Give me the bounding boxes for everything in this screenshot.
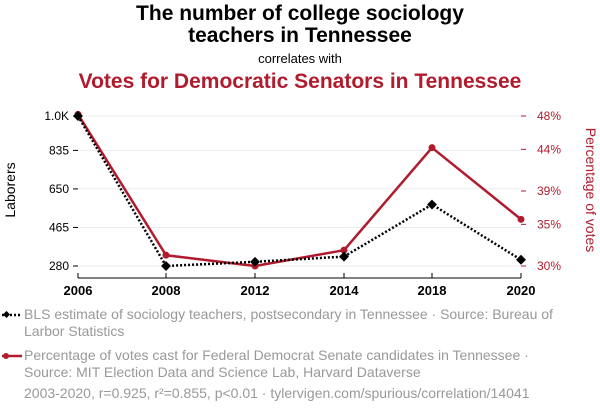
connector-text: correlates with: [258, 51, 342, 66]
x-tick-label: 2020: [507, 283, 536, 298]
series-sociology-teachers-point: [161, 261, 171, 271]
legend-item-sociology-teachers: BLS estimate of sociology teachers, post…: [2, 306, 564, 340]
series-sociology-teachers-point: [339, 251, 349, 262]
series-layer: [73, 110, 526, 271]
series-democratic-votes-line: [76, 113, 522, 268]
series-sociology-teachers-point: [250, 256, 260, 267]
x-tick-label: 2008: [152, 283, 181, 298]
x-tick-label: 2012: [241, 283, 270, 298]
right-tick-label: 35%: [537, 217, 561, 231]
chart-subtitle: Votes for Democratic Senators in Tenness…: [79, 70, 522, 93]
footer-stats: 2003-2020, r=0.925, r²=0.855, p<0.01 · t…: [24, 385, 530, 401]
legend-text-democratic-votes: Percentage of votes cast for Federal Dem…: [24, 347, 529, 380]
series-sociology-teachers-point: [427, 199, 437, 210]
left-tick-label: 1.0K: [44, 109, 69, 123]
series-democratic-votes-point: [162, 251, 170, 259]
left-tick-label: 835: [49, 143, 69, 157]
left-tick-label: 650: [49, 182, 69, 196]
left-tick-label: 280: [49, 259, 69, 273]
chart-title-line2: teachers in Tennessee: [188, 24, 412, 47]
legend-item-democratic-votes: Percentage of votes cast for Federal Dem…: [2, 347, 564, 381]
axis-layer: 280 465 650 835 1.0K 30% 35% 39% 44% 48% 2006 2008 2…: [44, 109, 561, 298]
right-tick-label: 39%: [537, 184, 561, 198]
x-tick-label: 2018: [418, 283, 447, 298]
right-tick-label: 48%: [537, 109, 561, 123]
series-democratic-votes-point: [517, 215, 525, 223]
series-sociology-teachers-point: [73, 111, 83, 121]
left-axis-label: Laborers: [2, 162, 18, 217]
series-democratic-votes-point: [340, 246, 348, 254]
x-tick-label: 2014: [330, 283, 360, 298]
legend-line-dotted-icon: [2, 311, 22, 319]
chart-title-line1: The number of college sociology: [136, 2, 464, 25]
left-tick-label: 465: [49, 220, 69, 234]
legend-text-sociology-teachers: BLS estimate of sociology teachers, post…: [24, 306, 553, 339]
right-tick-label: 30%: [537, 259, 561, 273]
grid-layer: [78, 115, 521, 267]
series-sociology-teachers-point: [516, 254, 526, 265]
series-democratic-votes-point: [428, 144, 436, 152]
right-tick-label: 44%: [537, 142, 561, 156]
x-tick-label: 2006: [64, 283, 93, 298]
series-sociology-teachers-line: [76, 115, 522, 268]
right-axis-label: Percentage of votes: [583, 128, 599, 253]
legend-line-solid-icon: [2, 353, 22, 359]
